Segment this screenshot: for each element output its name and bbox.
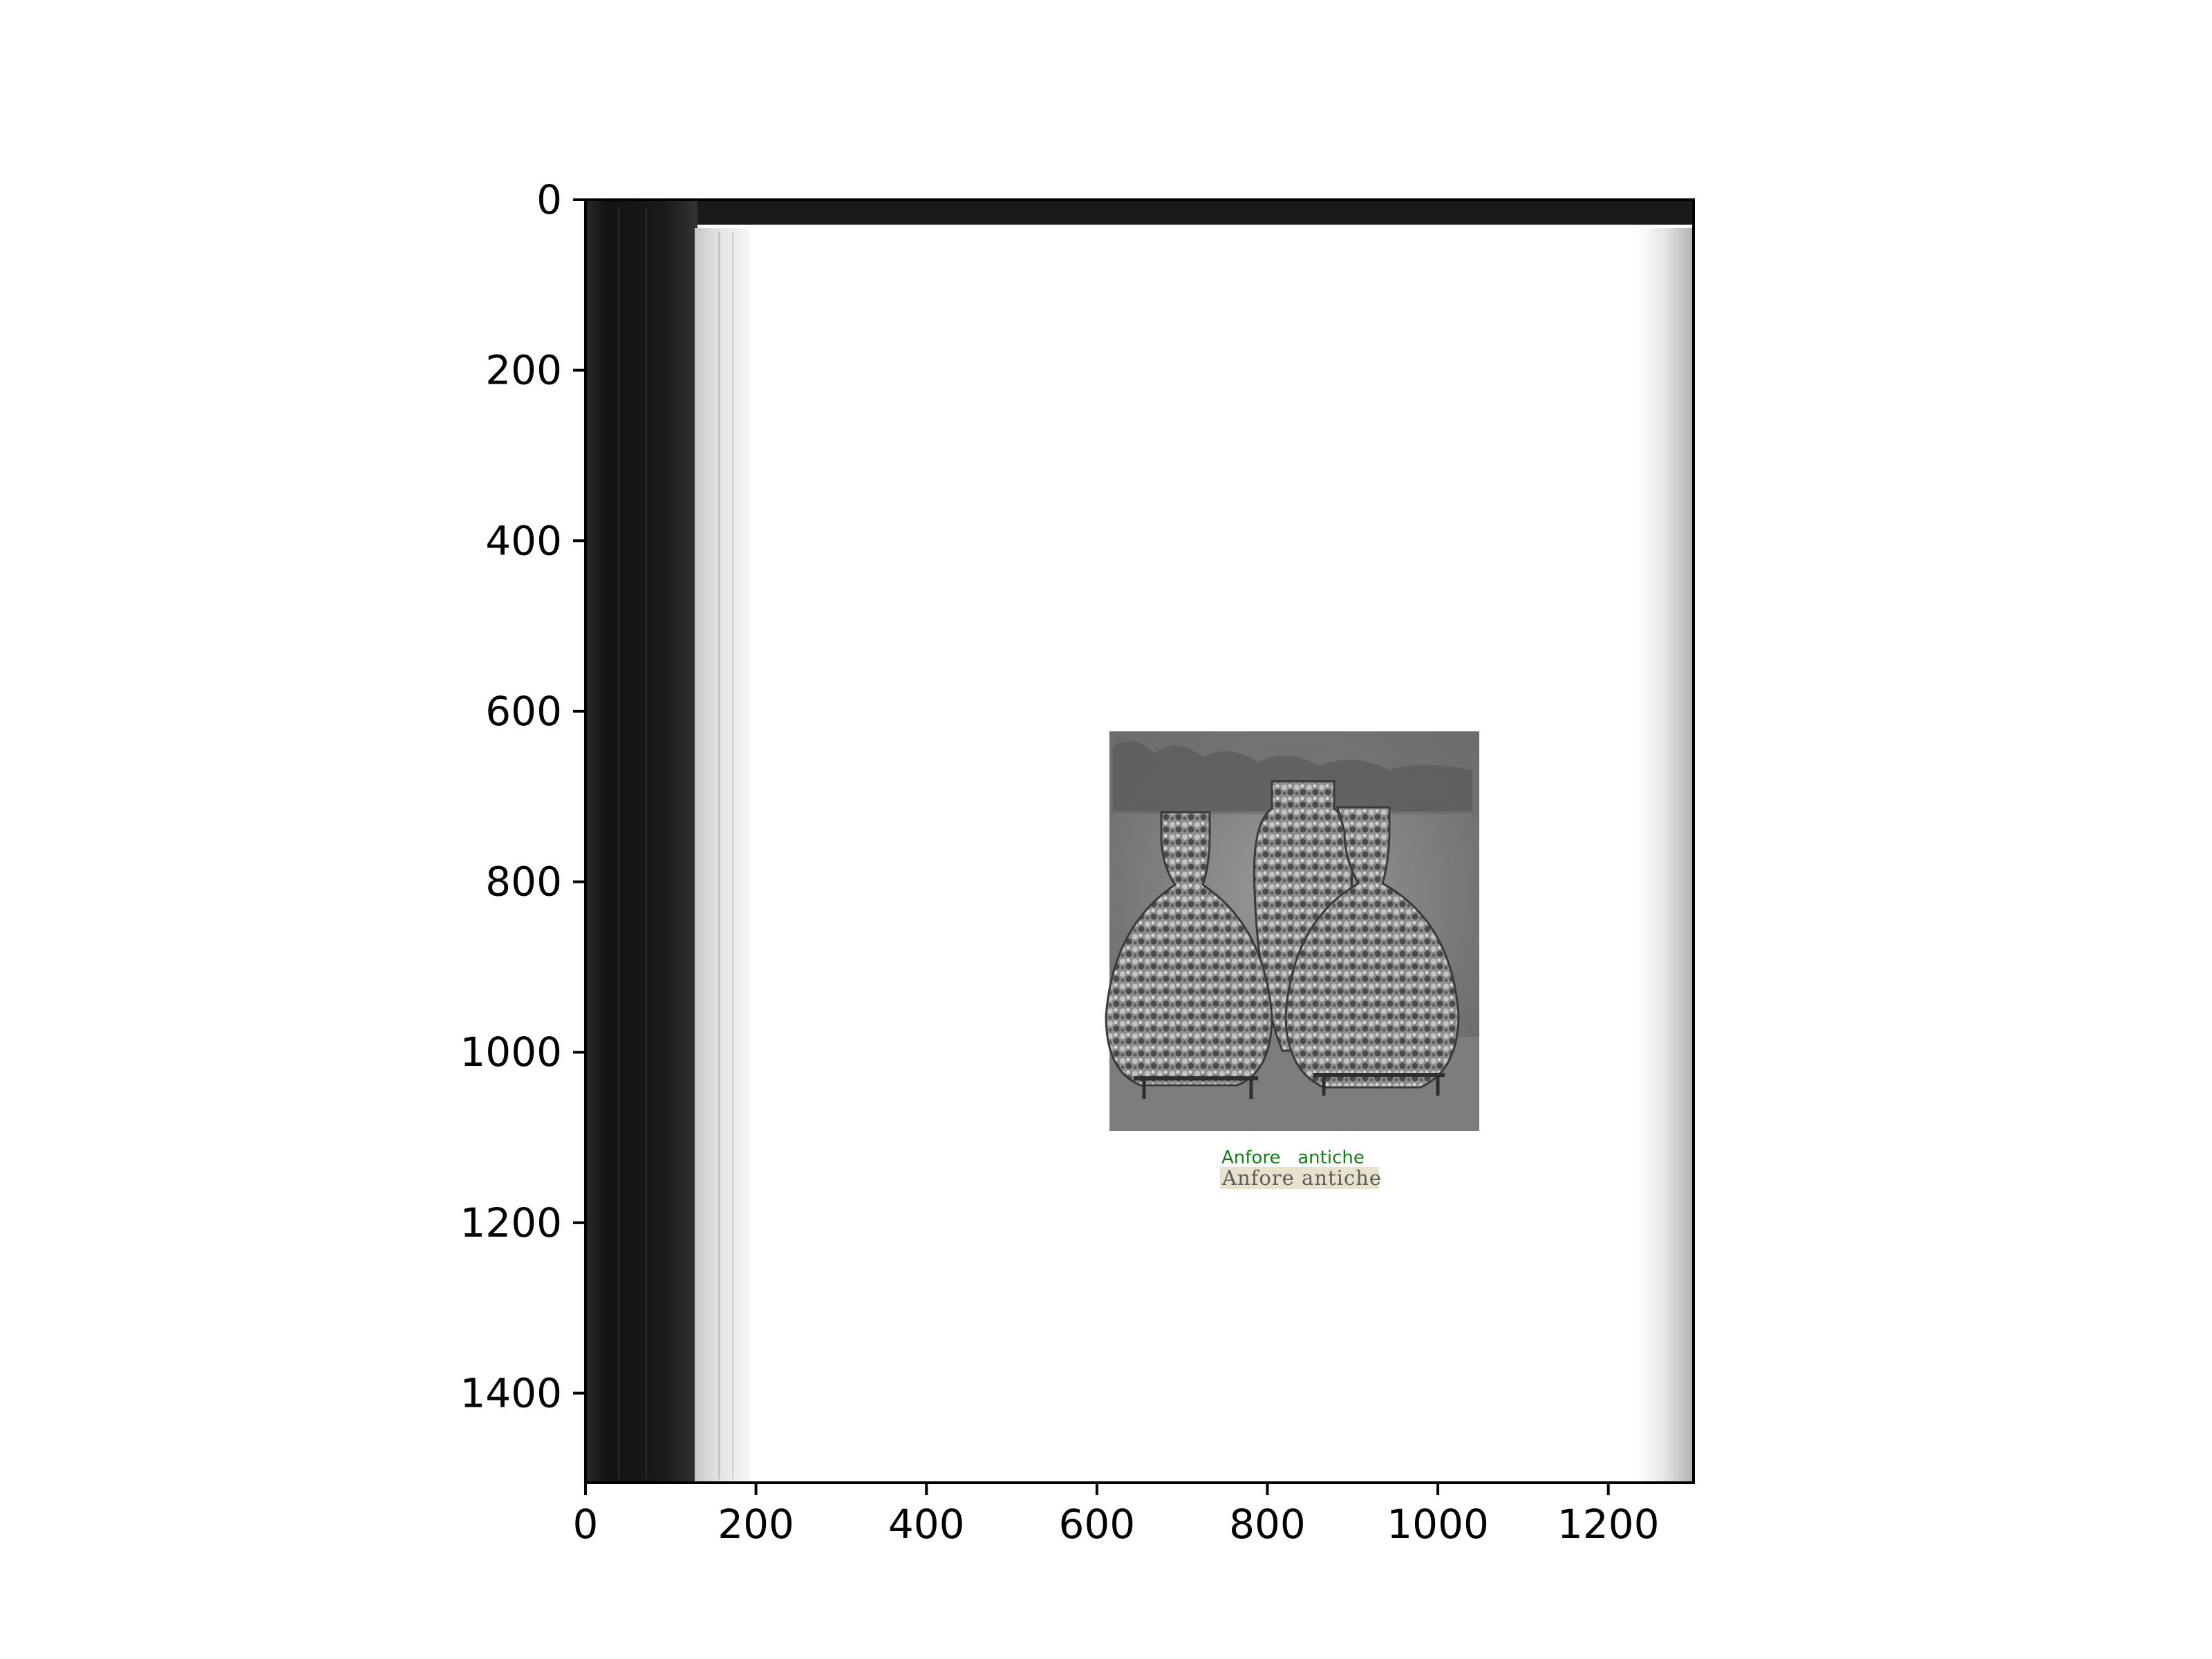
x-tick-label: 0 (573, 1501, 599, 1548)
y-tick-label: 800 (485, 859, 562, 906)
axes-frame (584, 198, 1695, 1484)
y-axis: 0 200 400 600 800 1000 1200 1400 (460, 176, 585, 1417)
caption-text: Anfore antiche (1221, 1166, 1382, 1190)
y-tick-label: 0 (536, 176, 562, 223)
x-tick-label: 200 (718, 1501, 794, 1548)
x-axis: 0 200 400 600 800 1000 1200 (573, 1483, 1660, 1548)
amphorae-photograph (1105, 731, 1479, 1131)
y-tick-label: 1000 (460, 1029, 562, 1076)
x-tick-label: 600 (1058, 1501, 1135, 1548)
page-edges (695, 228, 750, 1483)
x-tick-label: 800 (1229, 1501, 1306, 1548)
x-tick-label: 400 (888, 1501, 965, 1548)
scanned-page-image (585, 200, 1694, 1483)
y-tick-label: 1400 (460, 1370, 562, 1417)
y-tick-label: 1200 (460, 1199, 562, 1246)
x-tick-label: 1000 (1387, 1501, 1489, 1548)
caption-highlight (1220, 1167, 1379, 1189)
y-tick-label: 200 (485, 347, 562, 394)
book-spine-shadow (585, 200, 697, 1483)
ocr-detected-text: Anfore antiche (1221, 1147, 1365, 1168)
y-tick-label: 400 (485, 517, 562, 564)
y-tick-label: 600 (485, 688, 562, 735)
page-right-shadow (1638, 228, 1694, 1483)
x-tick-label: 1200 (1557, 1501, 1660, 1548)
